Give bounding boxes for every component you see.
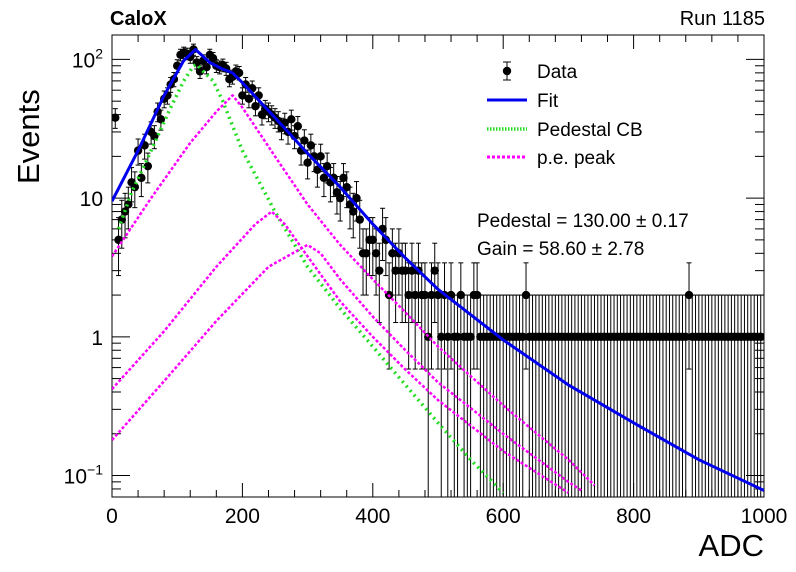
y-tick-label: 102	[72, 45, 103, 72]
x-tick-label: 1000	[741, 505, 788, 528]
data-point	[349, 207, 358, 216]
y-tick-label: 10−1	[64, 462, 104, 489]
data-point	[322, 161, 332, 171]
data-point	[342, 182, 351, 192]
data-point	[472, 290, 482, 300]
legend-data-marker	[502, 66, 512, 76]
data-point	[293, 122, 303, 131]
legend-label: Pedestal CB	[537, 120, 643, 141]
y-tick-label: 1	[91, 327, 103, 350]
data-point	[466, 332, 475, 342]
data-point	[303, 158, 312, 167]
data-point	[339, 173, 348, 183]
data-point	[756, 332, 764, 342]
data-point	[316, 152, 325, 161]
data-point	[375, 266, 384, 275]
experiment-label: CaloX	[110, 8, 167, 30]
data-point	[407, 266, 417, 275]
legend-label: Fit	[537, 91, 559, 112]
data-point	[150, 131, 159, 141]
data-point	[137, 173, 146, 183]
x-tick-label: 800	[616, 505, 651, 528]
x-axis-label: ADC	[698, 528, 764, 563]
data-point	[355, 215, 364, 224]
pedestal-stat: Pedestal = 130.00 ± 0.17	[477, 211, 689, 232]
data-point	[427, 290, 436, 300]
data-point	[518, 332, 527, 342]
gain-stat: Gain = 58.60 ± 2.78	[477, 239, 645, 260]
pedestal-cb-curve	[116, 62, 505, 495]
pe-peak-curve	[112, 210, 570, 494]
data-point	[453, 332, 462, 342]
data-point	[684, 290, 694, 300]
data-point	[234, 68, 244, 78]
run-label: Run 1185	[679, 8, 765, 30]
x-tick-label: 400	[355, 505, 390, 528]
data-point	[238, 91, 247, 100]
data-point	[336, 193, 345, 203]
data-point	[319, 173, 329, 183]
data-point	[521, 290, 531, 300]
data-point	[410, 290, 420, 300]
fit-curve	[112, 48, 764, 492]
plot-frame	[111, 34, 765, 498]
data-point	[443, 332, 452, 342]
data-point	[362, 249, 371, 258]
data-point	[156, 115, 166, 124]
data-point	[430, 266, 439, 275]
data-point	[371, 249, 381, 258]
data-point	[287, 115, 296, 124]
data-point	[112, 113, 120, 122]
x-tick-label: 600	[486, 505, 521, 528]
data-point	[401, 266, 410, 275]
data-point	[143, 161, 153, 171]
data-point	[437, 332, 446, 342]
data-point	[208, 54, 218, 63]
data-point	[391, 266, 400, 275]
data-point	[420, 290, 430, 300]
pe-peak-curve	[112, 94, 596, 487]
legend-label: p.e. peak	[537, 148, 616, 169]
data-point	[306, 141, 316, 150]
x-tick-label: 200	[225, 505, 260, 528]
data-point	[368, 235, 377, 245]
data-point	[433, 290, 443, 300]
data-point	[300, 136, 309, 145]
data-point	[681, 332, 690, 342]
data-point	[388, 249, 397, 258]
y-tick-label: 10	[80, 188, 103, 211]
data-point	[456, 290, 466, 300]
data-point	[404, 290, 413, 300]
legend-label: Data	[537, 62, 578, 83]
data-point	[202, 62, 211, 72]
data-point	[130, 182, 140, 192]
pe-peak-curve	[112, 243, 583, 492]
x-tick-label: 0	[106, 505, 118, 528]
data-point	[195, 67, 205, 76]
